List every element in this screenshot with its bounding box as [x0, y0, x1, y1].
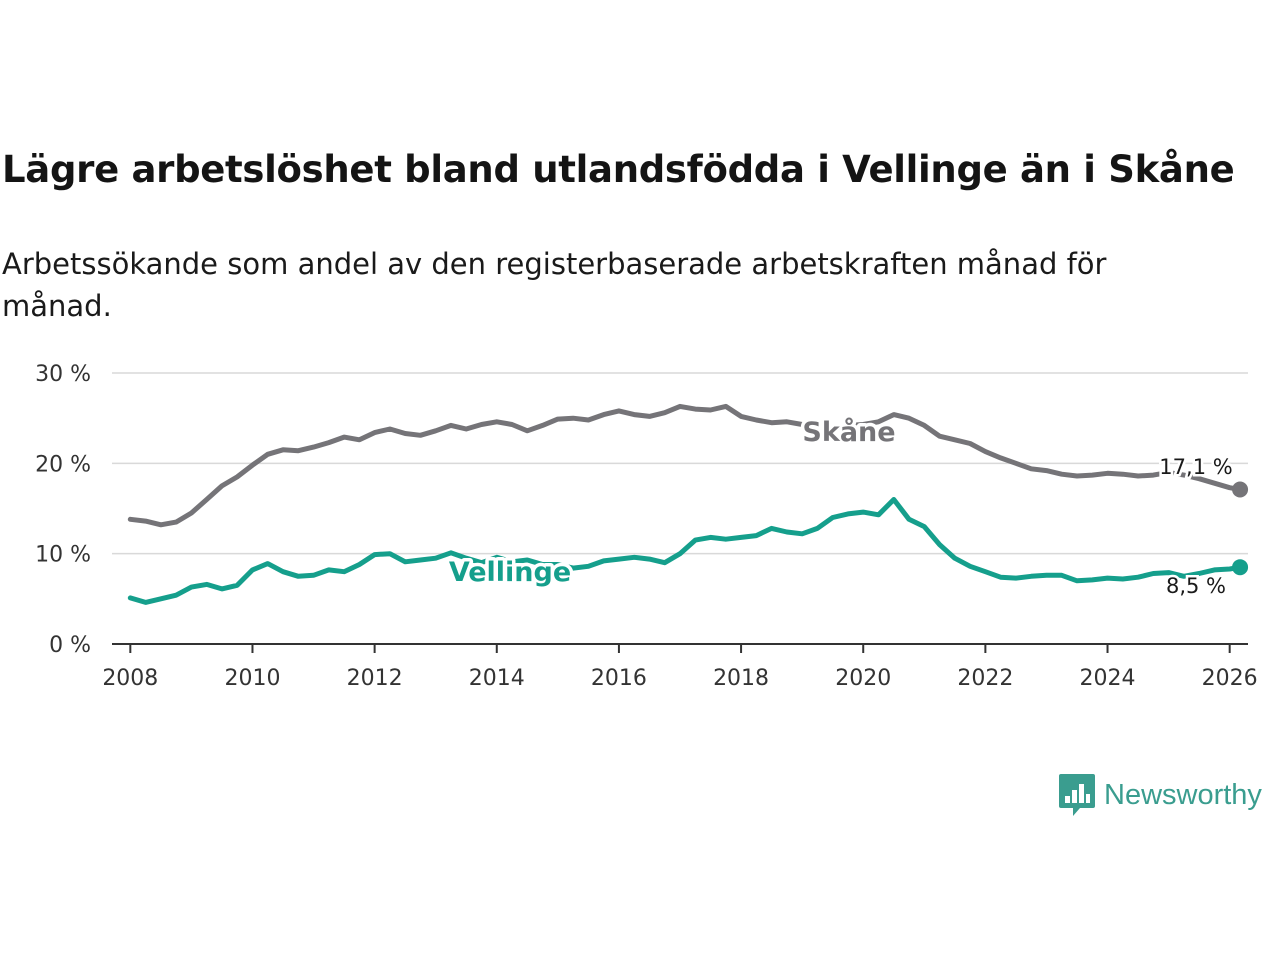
end-marker-skane	[1232, 481, 1249, 498]
x-tick-label: 2014	[469, 666, 525, 691]
end-label-skane: 17,1 %	[1159, 455, 1232, 479]
series-label-skane: Skåne	[802, 416, 895, 448]
line-chart: 0 % 10 % 20 % 30 % 2008 2010 2012 2014 2016 2018…	[35, 362, 1258, 691]
series-label-vellinge: Vellinge	[449, 557, 571, 588]
end-marker-vellinge	[1232, 559, 1249, 576]
bar-chart-speech-bubble-icon	[1059, 774, 1095, 816]
end-markers	[1232, 481, 1249, 576]
x-tick-label: 2018	[713, 666, 769, 691]
x-axis: 2008 2010 2012 2014 2016 2018 2020 2022 2024 2026	[102, 643, 1258, 691]
x-tick-label: 2022	[957, 666, 1013, 691]
x-tick-label: 2020	[835, 666, 891, 691]
y-axis-tick-labels: 0 % 10 % 20 % 30 %	[35, 362, 91, 658]
x-tick-label: 2008	[102, 666, 158, 691]
brand-name[interactable]: Newsworthy	[1104, 778, 1262, 811]
gridlines	[112, 372, 1248, 555]
chart-subtitle: Arbetssökande som andel av den registerb…	[2, 247, 1107, 323]
x-tick-label: 2010	[224, 666, 280, 691]
x-tick-label: 2016	[591, 666, 647, 691]
series-line-skane	[127, 403, 1243, 528]
y-tick-label: 10 %	[35, 543, 91, 568]
y-tick-label: 30 %	[35, 362, 91, 387]
chart-title: Lägre arbetslöshet bland utlandsfödda i …	[2, 148, 1235, 191]
end-label-vellinge: 8,5 %	[1166, 574, 1226, 598]
brand-logo[interactable]: Newsworthy	[1058, 772, 1262, 818]
series-line-vellinge	[127, 497, 1243, 605]
y-tick-label: 20 %	[35, 452, 91, 477]
x-tick-label: 2012	[347, 666, 403, 691]
x-tick-label: 2024	[1080, 666, 1136, 691]
series-lines	[127, 403, 1243, 605]
y-tick-label: 0 %	[49, 633, 91, 658]
x-tick-label: 2026	[1202, 666, 1258, 691]
